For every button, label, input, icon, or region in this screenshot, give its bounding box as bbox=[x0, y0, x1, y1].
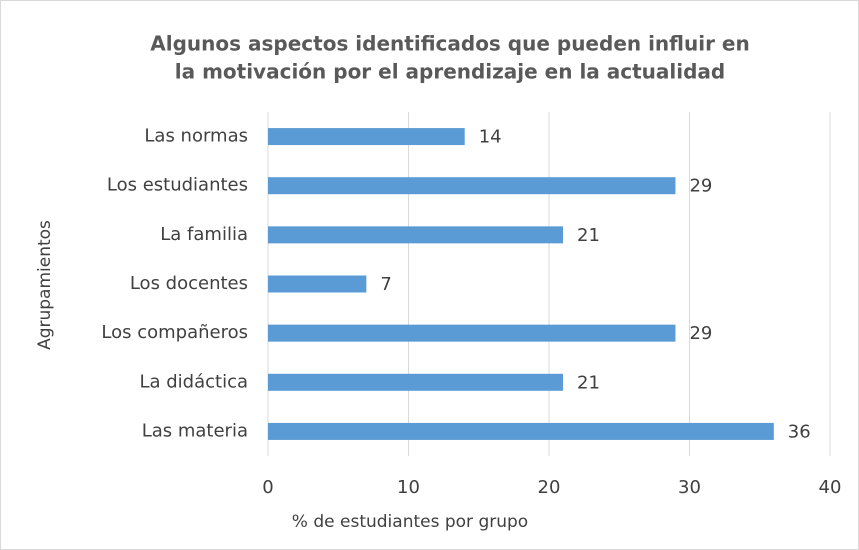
bar bbox=[268, 226, 564, 244]
data-label: 29 bbox=[689, 176, 712, 197]
x-tick-label: 30 bbox=[678, 477, 701, 498]
data-label: 21 bbox=[577, 225, 600, 246]
x-tick-label: 0 bbox=[262, 477, 273, 498]
bar bbox=[268, 422, 774, 440]
data-label: 7 bbox=[380, 274, 391, 295]
x-tick-label: 40 bbox=[819, 477, 842, 498]
bar bbox=[268, 177, 676, 195]
bar bbox=[268, 324, 676, 342]
bar bbox=[268, 275, 367, 293]
chart-title: la motivación por el aprendizaje en la a… bbox=[175, 60, 726, 84]
bar bbox=[268, 128, 465, 146]
y-tick-label: La familia bbox=[160, 224, 248, 245]
y-tick-label: Los compañeros bbox=[101, 322, 248, 343]
x-tick-label: 10 bbox=[397, 477, 420, 498]
y-tick-label: Los estudiantes bbox=[107, 175, 248, 196]
data-label: 29 bbox=[689, 323, 712, 344]
data-label: 14 bbox=[479, 127, 502, 148]
chart-title: Algunos aspectos identificados que puede… bbox=[150, 32, 749, 56]
y-tick-label: Las normas bbox=[144, 126, 248, 147]
x-axis-title: % de estudiantes por grupo bbox=[292, 512, 528, 532]
y-axis-title: Agrupamientos bbox=[35, 220, 55, 350]
data-label: 36 bbox=[788, 421, 811, 442]
x-tick-label: 20 bbox=[538, 477, 561, 498]
y-tick-label: Las materia bbox=[142, 420, 248, 441]
y-tick-label: La didáctica bbox=[139, 371, 248, 392]
data-label: 21 bbox=[577, 372, 600, 393]
y-tick-label: Los docentes bbox=[130, 273, 248, 294]
bar bbox=[268, 373, 564, 391]
